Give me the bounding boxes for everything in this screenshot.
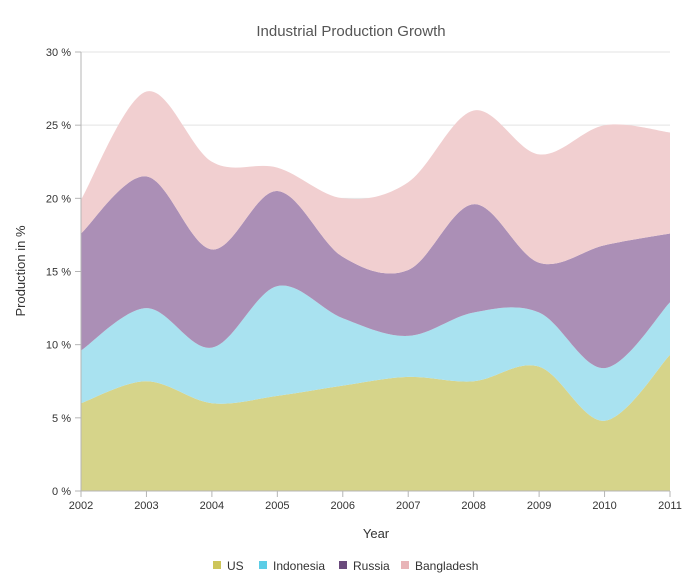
legend-label-bangladesh: Bangladesh <box>415 559 478 573</box>
x-tick-label: 2005 <box>265 500 289 512</box>
y-tick-label: 0 % <box>52 486 71 498</box>
area-bangladesh <box>81 91 670 274</box>
legend-label-russia: Russia <box>353 559 390 573</box>
y-tick-label: 10 % <box>46 340 71 352</box>
x-tick-label: 2006 <box>331 500 355 512</box>
series-areas <box>81 91 670 491</box>
y-tick-label: 25 % <box>46 120 71 132</box>
legend: US Indonesia Russia Bangladesh <box>213 559 478 573</box>
y-axis-title: Production in % <box>13 225 28 316</box>
x-tick-label: 2009 <box>527 500 551 512</box>
legend-label-indonesia: Indonesia <box>273 559 325 573</box>
legend-swatch-us <box>213 561 221 569</box>
y-tick-label: 15 % <box>46 267 71 279</box>
y-tick-label: 30 % <box>46 47 71 59</box>
legend-swatch-bangladesh <box>401 561 409 569</box>
legend-swatch-indonesia <box>259 561 267 569</box>
area-indonesia <box>81 285 670 421</box>
y-axis-ticks: 0 % 5 % 10 % 15 % 20 % 25 % 30 % <box>46 47 81 498</box>
x-tick-label: 2002 <box>69 500 93 512</box>
chart-title: Industrial Production Growth <box>256 23 445 40</box>
legend-label-us: US <box>227 559 244 573</box>
y-tick-label: 5 % <box>52 413 71 425</box>
x-tick-label: 2010 <box>592 500 616 512</box>
x-tick-label: 2008 <box>461 500 485 512</box>
area-us <box>81 354 670 491</box>
x-axis-ticks: 2002 2003 2004 2005 2006 2007 2008 2009 2010 2011 <box>69 491 682 512</box>
x-axis-title: Year <box>363 526 390 541</box>
x-tick-label: 2003 <box>134 500 158 512</box>
y-tick-label: 20 % <box>46 193 71 205</box>
area-russia <box>81 176 670 369</box>
x-tick-label: 2007 <box>396 500 420 512</box>
x-tick-label: 2004 <box>200 500 224 512</box>
x-tick-label: 2011 <box>658 500 682 512</box>
legend-swatch-russia <box>339 561 347 569</box>
